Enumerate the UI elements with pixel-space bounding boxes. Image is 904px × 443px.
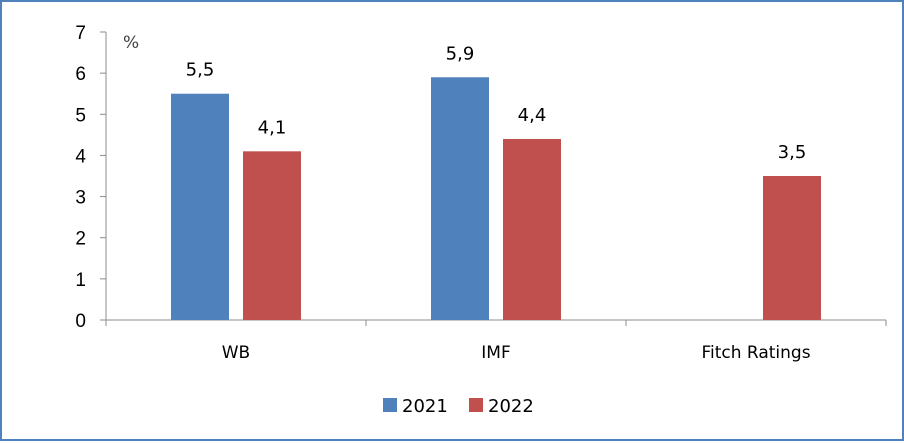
legend-label: 2022	[488, 396, 534, 417]
x-axis: WB IMF Fitch Ratings	[100, 319, 887, 363]
data-label: 3,5	[778, 142, 807, 163]
data-label: 5,9	[446, 43, 475, 64]
y-tick-label: 2	[75, 229, 86, 250]
bar-2022	[243, 151, 301, 320]
data-label: 4,4	[518, 105, 547, 126]
y-tick-label: 7	[75, 23, 86, 44]
data-label: 5,5	[186, 60, 215, 81]
y-tick-label: 6	[75, 64, 86, 85]
legend: 2021 2022	[383, 396, 534, 417]
legend-swatch	[383, 398, 397, 412]
bar-2021	[171, 93, 229, 320]
x-tick-label: WB	[222, 343, 250, 363]
y-tick-label: 4	[75, 146, 86, 167]
y-tick-label: 5	[75, 105, 86, 126]
y-axis: 0 1 2 3 4 5 6 7	[75, 23, 107, 332]
bar-2021	[431, 77, 489, 320]
unit-label: %	[123, 33, 139, 53]
y-tick-label: 3	[75, 188, 86, 209]
y-tick-label: 1	[75, 270, 86, 291]
legend-swatch	[469, 398, 483, 412]
legend-label: 2021	[402, 396, 448, 417]
bar-2022	[503, 138, 561, 320]
x-tick-label: IMF	[481, 343, 510, 363]
y-tick-label: 0	[75, 311, 86, 332]
x-tick-label: Fitch Ratings	[701, 343, 810, 363]
data-label: 4,1	[258, 117, 287, 138]
bar-2022	[763, 176, 821, 320]
